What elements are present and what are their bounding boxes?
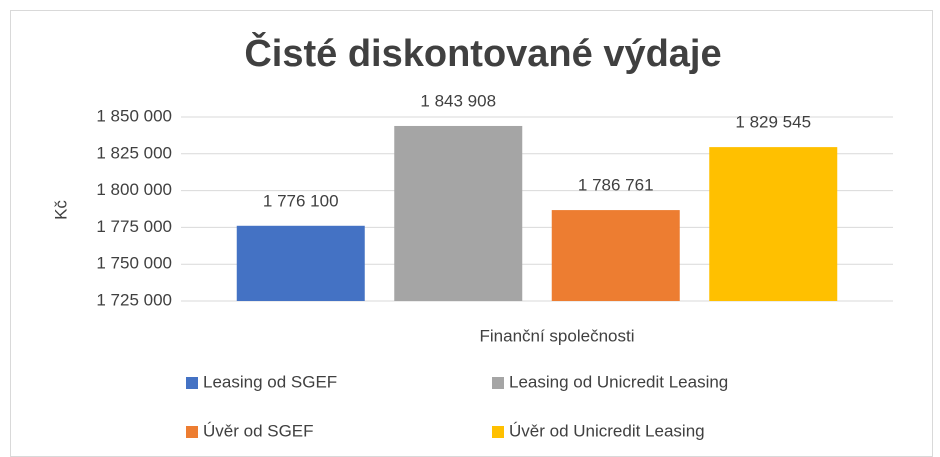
bar <box>709 147 838 301</box>
legend-swatch <box>492 377 504 389</box>
y-axis-label: Kč <box>51 200 70 220</box>
legend-label: Úvěr od Unicredit Leasing <box>509 421 705 440</box>
y-tick-label: 1 800 000 <box>96 180 172 199</box>
legend-label: Leasing od Unicredit Leasing <box>509 372 728 391</box>
y-tick-label: 1 850 000 <box>96 106 172 125</box>
legend-swatch <box>186 426 198 438</box>
bar <box>394 125 523 301</box>
data-label: 1 843 908 <box>420 91 496 110</box>
y-tick-label: 1 825 000 <box>96 143 172 162</box>
y-tick-label: 1 725 000 <box>96 290 172 309</box>
bar <box>236 225 365 301</box>
legend-label: Úvěr od SGEF <box>203 421 314 440</box>
legend-swatch <box>186 377 198 389</box>
data-label: 1 776 100 <box>263 191 339 210</box>
y-tick-label: 1 750 000 <box>96 254 172 273</box>
legend-label: Leasing od SGEF <box>203 372 337 391</box>
x-axis-label: Finanční společnosti <box>480 326 635 345</box>
y-tick-label: 1 775 000 <box>96 217 172 236</box>
data-label: 1 829 545 <box>735 113 811 132</box>
legend-swatch <box>492 426 504 438</box>
bar <box>551 210 680 301</box>
chart-title: Čisté diskontované výdaje <box>244 30 721 75</box>
data-label: 1 786 761 <box>578 176 654 195</box>
